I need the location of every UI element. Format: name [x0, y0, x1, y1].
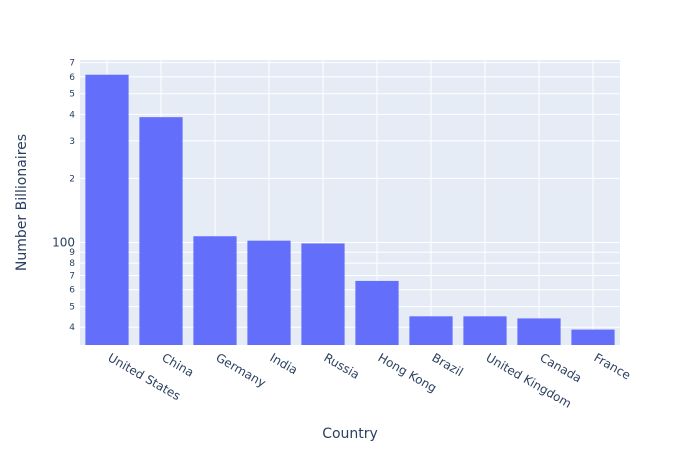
- y-tick-label: 4: [69, 110, 75, 120]
- x-tick-label: Russia: [322, 350, 362, 381]
- y-tick-label: 8: [69, 259, 75, 269]
- y-tick-label: 7: [69, 59, 75, 69]
- bar-united-states: [85, 74, 129, 345]
- y-tick-label: 3: [69, 137, 75, 147]
- y-tick-label: 6: [69, 73, 75, 83]
- bar-france: [571, 329, 615, 345]
- y-tick-label: 2: [69, 174, 75, 184]
- x-tick-label: China: [160, 350, 197, 379]
- bar-germany: [193, 236, 237, 345]
- bar-united-kingdom: [463, 316, 507, 345]
- x-axis-title: Country: [322, 426, 378, 442]
- y-tick-label: 7: [69, 271, 75, 281]
- x-tick-label: France: [592, 350, 634, 382]
- bar-russia: [301, 243, 345, 345]
- bar-india: [247, 240, 291, 345]
- x-tick-label: India: [268, 350, 301, 377]
- x-tick-label: Germany: [214, 350, 269, 390]
- y-tick-label: 5: [69, 90, 75, 100]
- y-tick-label: 9: [69, 248, 75, 258]
- y-tick-label: 6: [69, 286, 75, 296]
- y-tick-label: 4: [69, 323, 75, 333]
- y-tick-label: 100: [52, 236, 75, 250]
- y-tick-label: 5: [69, 303, 75, 313]
- y-axis-title: Number Billionaires: [14, 134, 30, 271]
- x-tick-label: Brazil: [430, 350, 466, 379]
- bars: [85, 74, 615, 346]
- bar-canada: [517, 318, 561, 345]
- bar-hong-kong: [355, 280, 399, 345]
- bar-brazil: [409, 316, 453, 345]
- x-tick-label: Canada: [538, 350, 585, 385]
- x-tick-label: Hong Kong: [376, 350, 440, 395]
- bar-china: [139, 117, 183, 346]
